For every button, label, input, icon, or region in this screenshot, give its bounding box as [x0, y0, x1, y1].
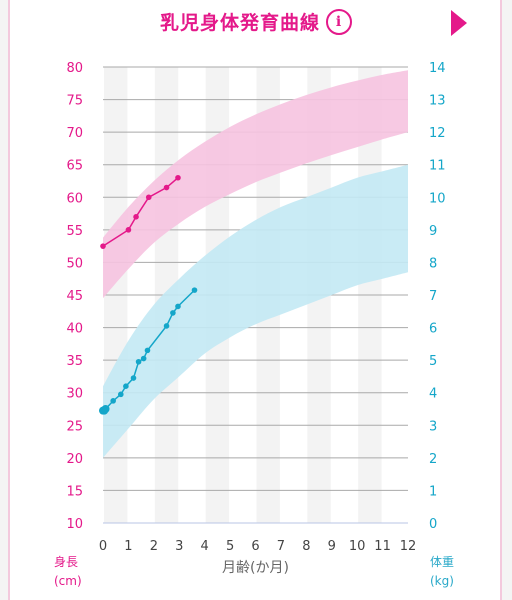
weight-data-point [117, 391, 124, 398]
y-left-tick-label: 65 [66, 159, 83, 174]
x-tick-label: 8 [302, 539, 310, 554]
y-right-tick-label: 14 [429, 61, 446, 76]
x-tick-label: 2 [150, 539, 158, 554]
y-left-tick-label: 50 [66, 256, 83, 271]
page-title: 乳児身体発育曲線 i [0, 8, 512, 35]
y-right-tick-label: 9 [429, 224, 437, 239]
weight-data-point [163, 323, 170, 329]
y-left-tick-label: 60 [66, 191, 83, 206]
y-left-tick-label: 55 [66, 224, 83, 239]
weight-data-point [144, 347, 151, 354]
y-left-tick-label: 70 [66, 126, 83, 141]
y-right-tick-label: 2 [429, 452, 437, 467]
height-data-point [163, 184, 170, 191]
y-left-label-2: (cm) [54, 574, 82, 588]
height-percentile-band [103, 70, 408, 299]
y-right-tick-label: 6 [429, 322, 437, 337]
y-left-tick-label: 15 [66, 484, 83, 499]
weight-data-point [175, 303, 181, 310]
y-left-tick-label: 30 [66, 387, 83, 402]
header: 乳児身体発育曲線 i [0, 0, 512, 44]
y-left-tick-label: 45 [66, 289, 83, 304]
x-tick-label: 12 [400, 539, 417, 554]
x-tick-label: 5 [226, 539, 234, 554]
y-right-tick-label: 7 [429, 289, 437, 304]
x-axis-label: 月齢(か月) [222, 560, 289, 576]
weight-data-point [170, 310, 176, 316]
y-right-tick-label: 13 [429, 94, 446, 109]
x-tick-label: 6 [251, 539, 259, 554]
x-tick-label: 7 [277, 539, 285, 554]
x-tick-label: 1 [124, 539, 132, 554]
weight-data-point [123, 383, 129, 390]
y-right-tick-label: 4 [429, 387, 437, 402]
x-tick-label: 0 [99, 539, 107, 554]
y-right-tick-label: 0 [429, 517, 437, 532]
y-left-tick-label: 75 [66, 94, 83, 109]
y-right-tick-label: 8 [429, 256, 437, 271]
weight-percentile-band [103, 164, 408, 458]
weight-data-point [101, 405, 110, 413]
height-data-point [125, 227, 132, 233]
height-data-point [100, 243, 106, 249]
height-data-point [145, 194, 152, 201]
x-tick-label: 10 [349, 539, 366, 554]
y-right-tick-label: 12 [429, 126, 446, 141]
y-right-label-2: (kg) [430, 574, 454, 588]
y-right-tick-label: 3 [429, 419, 437, 434]
weight-data-point [191, 287, 198, 293]
y-right-label-1: 体重 [430, 555, 455, 569]
y-right-tick-label: 11 [429, 159, 446, 174]
weight-data-point [110, 398, 116, 404]
y-left-tick-label: 10 [66, 517, 83, 532]
y-left-label-1: 身長 [54, 555, 79, 569]
y-left-tick-label: 40 [66, 322, 83, 337]
height-data-point [133, 214, 139, 220]
y-left-tick-label: 25 [66, 419, 83, 434]
x-tick-label: 3 [175, 539, 183, 554]
y-left-tick-label: 80 [66, 61, 83, 76]
x-tick-label: 4 [201, 539, 209, 554]
y-right-tick-label: 1 [429, 484, 437, 499]
info-icon[interactable]: i [326, 8, 352, 35]
y-right-tick-label: 10 [429, 191, 446, 206]
y-left-tick-label: 35 [66, 354, 83, 369]
triangle-right-icon[interactable] [451, 10, 467, 36]
x-tick-label: 9 [328, 539, 336, 554]
x-tick-label: 11 [374, 539, 391, 554]
y-left-tick-label: 20 [66, 452, 83, 467]
title-text: 乳児身体発育曲線 [159, 12, 320, 34]
y-right-tick-label: 5 [429, 354, 437, 369]
height-data-point [175, 174, 181, 181]
weight-data-point [130, 375, 137, 381]
weight-data-point [135, 358, 142, 365]
weight-data-point [140, 355, 147, 362]
